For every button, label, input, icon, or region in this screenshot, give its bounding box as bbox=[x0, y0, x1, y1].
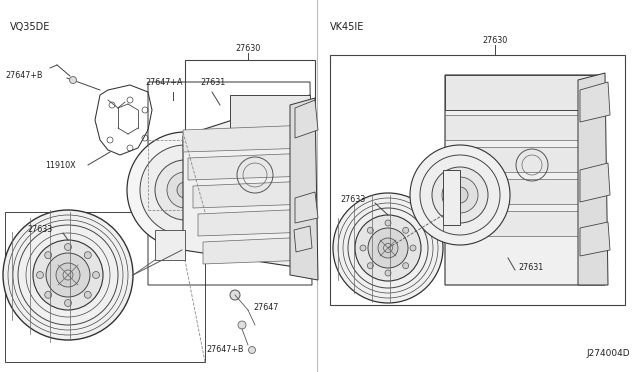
Polygon shape bbox=[578, 73, 608, 285]
Polygon shape bbox=[580, 222, 610, 256]
Text: VK45IE: VK45IE bbox=[330, 22, 364, 32]
Text: 27647+A: 27647+A bbox=[145, 78, 182, 87]
Text: 27647+B: 27647+B bbox=[206, 346, 244, 355]
Circle shape bbox=[93, 272, 99, 279]
Circle shape bbox=[378, 238, 398, 258]
Bar bbox=[185, 60, 315, 250]
Text: 27631: 27631 bbox=[200, 78, 225, 87]
Polygon shape bbox=[193, 181, 310, 208]
Polygon shape bbox=[183, 125, 310, 152]
Circle shape bbox=[368, 228, 408, 268]
Text: 27630: 27630 bbox=[483, 36, 508, 45]
Polygon shape bbox=[445, 75, 600, 110]
Circle shape bbox=[33, 240, 103, 310]
Circle shape bbox=[45, 252, 52, 259]
Text: 27647+B: 27647+B bbox=[5, 71, 42, 80]
Circle shape bbox=[127, 132, 243, 248]
Polygon shape bbox=[445, 75, 605, 285]
Polygon shape bbox=[295, 192, 318, 223]
Circle shape bbox=[360, 245, 366, 251]
Circle shape bbox=[167, 172, 203, 208]
Text: 27633: 27633 bbox=[27, 225, 52, 234]
Polygon shape bbox=[155, 230, 185, 260]
Polygon shape bbox=[290, 98, 318, 280]
Polygon shape bbox=[230, 95, 310, 130]
Circle shape bbox=[65, 244, 72, 250]
Text: VQ35DE: VQ35DE bbox=[10, 22, 51, 32]
Polygon shape bbox=[294, 226, 312, 252]
Circle shape bbox=[230, 290, 240, 300]
Polygon shape bbox=[445, 179, 600, 204]
Polygon shape bbox=[445, 211, 600, 236]
Circle shape bbox=[355, 215, 421, 281]
Text: J274004D: J274004D bbox=[586, 349, 630, 358]
Circle shape bbox=[403, 227, 409, 233]
Text: 27647: 27647 bbox=[253, 304, 278, 312]
Circle shape bbox=[84, 291, 92, 298]
Circle shape bbox=[65, 299, 72, 307]
Circle shape bbox=[177, 182, 193, 198]
Polygon shape bbox=[183, 95, 315, 270]
Polygon shape bbox=[445, 147, 600, 172]
Polygon shape bbox=[443, 170, 460, 225]
Polygon shape bbox=[580, 82, 610, 122]
Bar bbox=[5, 212, 205, 362]
Text: 27630: 27630 bbox=[236, 44, 260, 53]
Circle shape bbox=[333, 193, 443, 303]
Circle shape bbox=[56, 263, 80, 287]
Circle shape bbox=[140, 145, 230, 235]
Polygon shape bbox=[198, 209, 310, 236]
Polygon shape bbox=[188, 153, 310, 180]
Circle shape bbox=[238, 321, 246, 329]
Circle shape bbox=[36, 272, 44, 279]
Circle shape bbox=[155, 160, 215, 220]
Text: 27631: 27631 bbox=[518, 263, 543, 273]
Circle shape bbox=[248, 346, 255, 353]
Circle shape bbox=[410, 145, 510, 245]
Text: 11910X: 11910X bbox=[45, 160, 76, 170]
Circle shape bbox=[403, 263, 409, 269]
Circle shape bbox=[452, 187, 468, 203]
Circle shape bbox=[84, 252, 92, 259]
Circle shape bbox=[367, 227, 373, 233]
Circle shape bbox=[385, 220, 391, 226]
Text: 27633: 27633 bbox=[340, 196, 365, 205]
Circle shape bbox=[442, 177, 478, 213]
Bar bbox=[330, 55, 625, 305]
Polygon shape bbox=[203, 237, 310, 264]
Polygon shape bbox=[580, 163, 610, 202]
Circle shape bbox=[367, 263, 373, 269]
Circle shape bbox=[420, 155, 500, 235]
Circle shape bbox=[70, 77, 77, 83]
Circle shape bbox=[3, 210, 133, 340]
Polygon shape bbox=[445, 115, 600, 140]
Circle shape bbox=[410, 245, 416, 251]
Polygon shape bbox=[295, 100, 318, 138]
Circle shape bbox=[46, 253, 90, 297]
Circle shape bbox=[385, 270, 391, 276]
Circle shape bbox=[45, 291, 52, 298]
Circle shape bbox=[432, 167, 488, 223]
